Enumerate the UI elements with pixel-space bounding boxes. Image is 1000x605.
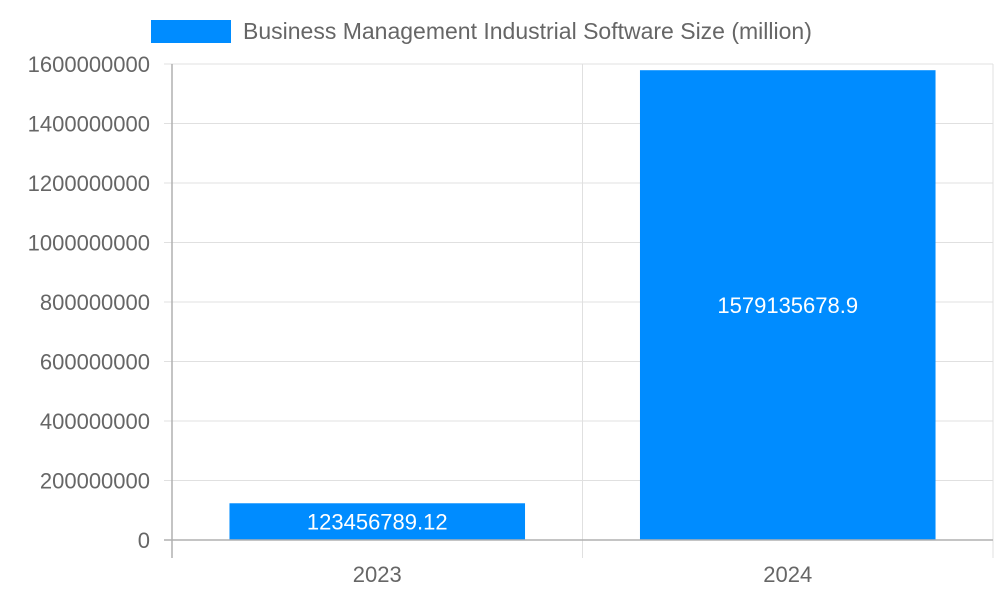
y-tick-label: 0 [138,528,150,553]
legend-swatch [151,20,231,43]
bars [229,70,936,540]
y-tick-label: 600000000 [40,350,150,375]
y-tick-label: 1000000000 [28,231,150,256]
bar-2023 [229,503,526,540]
y-tick-label: 400000000 [40,409,150,434]
x-tick-label: 2024 [763,562,812,587]
y-tick-label: 1400000000 [28,112,150,137]
data-label: 123456789.12 [307,510,448,535]
y-tick-label: 1200000000 [28,171,150,196]
y-tick-label: 1600000000 [28,52,150,77]
y-tick-label: 200000000 [40,469,150,494]
axes [164,64,993,558]
x-tick-label: 2023 [353,562,402,587]
y-tick-label: 800000000 [40,290,150,315]
bar-2024 [639,70,936,540]
legend[interactable]: Business Management Industrial Software … [151,18,812,44]
labels: 0 200000000 400000000 600000000 800000000 100… [28,52,858,587]
legend-label: Business Management Industrial Software … [243,18,812,44]
data-label: 1579135678.9 [717,293,858,318]
grid-lines [164,63,994,558]
